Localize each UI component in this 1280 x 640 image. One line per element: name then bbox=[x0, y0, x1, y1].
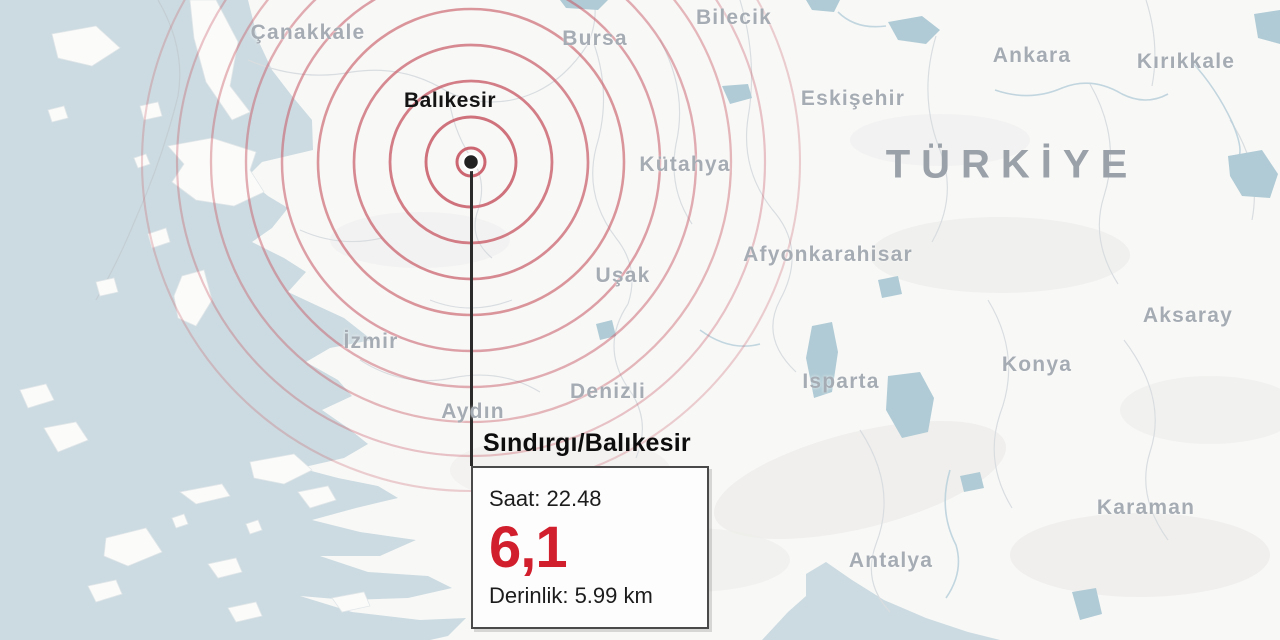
maritime-boundary-line bbox=[95, 0, 181, 301]
infobox-time: Saat: 22.48 bbox=[489, 486, 602, 511]
infobox-title: Sındırgı/Balıkesir bbox=[483, 429, 691, 457]
infobox: Saat: 22.48 6,1 Derinlik: 5.99 km bbox=[471, 466, 709, 629]
rivers bbox=[699, 11, 1241, 599]
infobox-depth: Derinlik: 5.99 km bbox=[489, 583, 653, 609]
lakes bbox=[560, 0, 1280, 620]
infobox-magnitude: 6,1 bbox=[489, 515, 568, 581]
islands bbox=[19, 0, 371, 623]
country-label: TÜRKİYE bbox=[885, 142, 1139, 187]
epicenter-dot bbox=[461, 152, 481, 172]
aegean-sea bbox=[0, 0, 466, 640]
epicenter-city-label: Balıkesir bbox=[403, 89, 497, 112]
